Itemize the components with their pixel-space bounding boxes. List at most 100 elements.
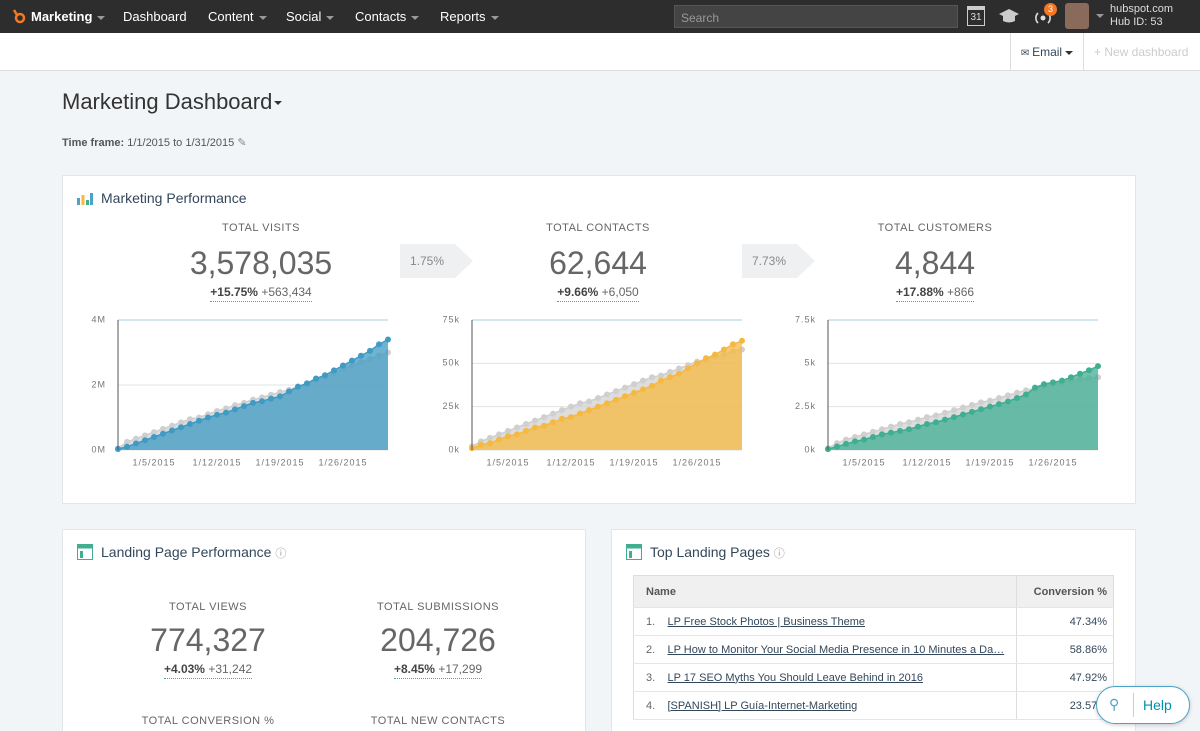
point	[586, 398, 592, 405]
nav-label: Social	[286, 9, 322, 24]
metric-value: 3,578,035	[189, 245, 333, 281]
point	[1023, 391, 1029, 398]
metric-change: +4.03% +31,242	[88, 662, 328, 679]
point	[703, 355, 709, 362]
brand-menu[interactable]: Marketing	[31, 9, 106, 24]
point	[1005, 392, 1011, 399]
point	[739, 337, 745, 344]
academy-icon[interactable]	[998, 8, 1020, 24]
point	[879, 426, 885, 433]
point	[178, 424, 184, 431]
change-pct: +17.88%	[895, 285, 944, 299]
x-tick-label: 1/12/2015	[902, 457, 951, 467]
page-link[interactable]: LP 17 SEO Myths You Should Leave Behind …	[667, 671, 923, 684]
point	[340, 362, 346, 369]
point	[730, 341, 736, 348]
row-index: 1.	[633, 607, 662, 636]
metric-value: 4,844	[894, 245, 976, 281]
point	[496, 431, 502, 438]
help-button[interactable]: ⚲ Help	[1096, 686, 1190, 724]
card-title: Marketing Performance	[101, 190, 247, 206]
search-input[interactable]: Search	[674, 5, 958, 28]
metric-label: TOTAL SUBMISSIONS	[377, 601, 499, 613]
calendar-icon[interactable]: 31	[967, 6, 985, 26]
point	[852, 438, 858, 445]
point	[942, 409, 948, 416]
point	[843, 436, 849, 443]
title-text: Marketing Dashboard	[62, 89, 273, 114]
nav-item[interactable]: Content	[208, 9, 267, 24]
nav-item[interactable]: Dashboard	[123, 9, 187, 24]
point	[604, 400, 610, 407]
page-link[interactable]: LP Free Stock Photos | Business Theme	[667, 615, 866, 628]
row-index: 3.	[633, 663, 662, 692]
point	[640, 386, 646, 393]
point	[622, 393, 628, 400]
metric-change: +9.66% +6,050	[478, 285, 718, 302]
dashboard-title[interactable]: Marketing Dashboard	[62, 89, 283, 115]
point	[559, 407, 565, 414]
point	[667, 369, 673, 375]
x-tick-label: 1/19/2015	[609, 457, 658, 467]
point	[888, 429, 894, 436]
metric-label: TOTAL VIEWS	[168, 601, 248, 613]
portal-name: hubspot.com	[1110, 3, 1173, 15]
point	[532, 417, 538, 424]
point	[232, 402, 238, 409]
point	[478, 441, 484, 448]
point	[568, 414, 574, 421]
point	[933, 412, 939, 419]
x-tick-label: 1/26/2015	[672, 457, 721, 467]
point	[385, 336, 391, 343]
point	[843, 440, 849, 447]
point	[676, 370, 682, 377]
page-link[interactable]: [SPANISH] LP Guía-Internet-Marketing	[667, 699, 858, 712]
metric-label: TOTAL VISITS	[222, 222, 300, 234]
metric-change: +8.45% +17,299	[318, 662, 558, 679]
point	[1005, 398, 1011, 405]
x-tick-label: 1/26/2015	[318, 457, 367, 467]
point	[897, 427, 903, 434]
chart: 0M 2M 4M 1/5/2015 1/12/2015 1/19/2015 1/26/201…	[91, 314, 391, 467]
point	[196, 417, 202, 424]
nav-item[interactable]: Reports	[440, 9, 499, 24]
chart: 0k 2.5k 5k 7.5k 1/5/2015 1/12/2015 1/19/2015 1/…	[795, 314, 1101, 467]
point	[514, 424, 520, 431]
point	[304, 380, 310, 387]
x-tick-label: 1/5/2015	[486, 457, 529, 467]
new-dashboard-button[interactable]: + New dashboard	[1094, 45, 1189, 59]
area	[118, 339, 388, 450]
email-button[interactable]: ✉ Email	[1010, 33, 1084, 70]
point	[622, 384, 628, 391]
point	[676, 365, 682, 372]
point	[685, 365, 691, 372]
change-abs: +31,242	[208, 662, 253, 676]
y-tick-label: 5k	[804, 358, 816, 368]
y-tick-label: 25k	[442, 401, 460, 411]
card-title-text: Landing Page Performance	[101, 544, 272, 560]
column-header: Conversion %	[1016, 575, 1114, 608]
point	[960, 404, 966, 411]
nav-item[interactable]: Social	[286, 9, 335, 24]
point	[951, 407, 957, 414]
y-tick-label: 75k	[442, 314, 460, 324]
avatar[interactable]	[1065, 3, 1089, 29]
point	[259, 398, 265, 405]
point	[223, 405, 229, 412]
point	[933, 419, 939, 426]
point	[996, 395, 1002, 401]
nav-item[interactable]: Contacts	[355, 9, 420, 24]
account-menu[interactable]: hubspot.com Hub ID: 53	[1110, 3, 1173, 29]
page-link[interactable]: LP How to Monitor Your Social Media Pres…	[667, 643, 1005, 656]
point	[268, 395, 274, 402]
conversion: 58.86%	[1016, 635, 1114, 664]
nav-label: Reports	[440, 9, 486, 24]
point	[505, 433, 511, 440]
metric-label: TOTAL CONTACTS	[546, 222, 650, 234]
point	[1059, 377, 1065, 384]
point	[915, 423, 921, 430]
point	[151, 429, 157, 436]
point	[879, 431, 885, 438]
chart-icon	[77, 193, 93, 205]
